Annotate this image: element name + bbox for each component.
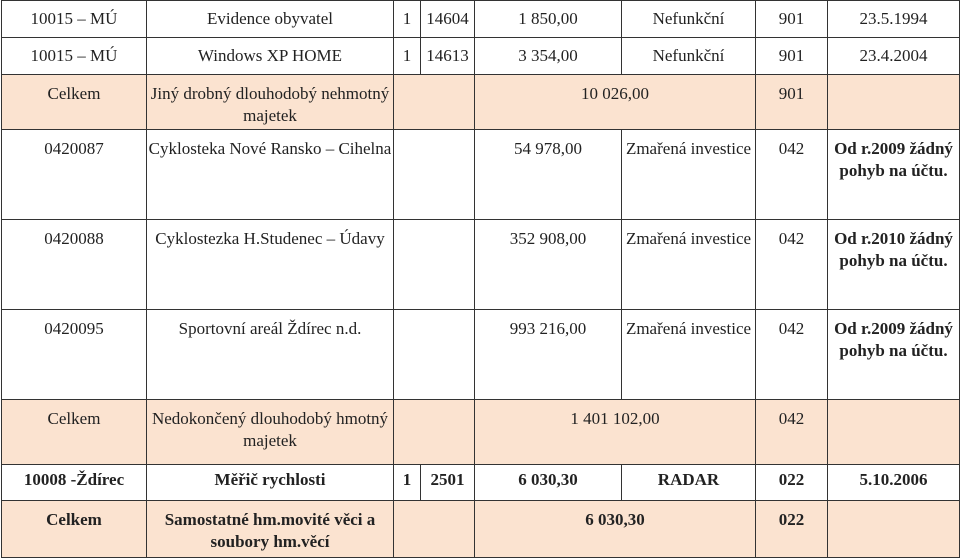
amount-cell: 6 030,30 [474, 464, 622, 501]
table-row: 0420095 Sportovní areál Ždírec n.d. 993 … [1, 309, 960, 400]
empty-cell [393, 74, 475, 130]
item-name-cell: Sportovní areál Ždírec n.d. [146, 309, 394, 400]
status-cell: Nefunkční [621, 0, 756, 38]
status-cell: Zmařená investice [621, 129, 756, 220]
total-description-cell: Samostatné hm.movité věci a soubory hm.v… [146, 500, 394, 558]
account-cell: 022 [755, 464, 828, 501]
total-account-cell: 022 [755, 500, 828, 558]
amount-cell: 54 978,00 [474, 129, 622, 220]
inventory-unit-cell: 10015 – MÚ [1, 37, 147, 75]
table-row: 10015 – MÚ Windows XP HOME 1 14613 3 354… [1, 37, 960, 75]
inventory-number-cell: 14613 [420, 37, 475, 75]
account-cell: 042 [755, 309, 828, 400]
account-cell: 901 [755, 0, 828, 38]
total-row: Celkem Jiný drobný dlouhodobý nehmotný m… [1, 74, 960, 130]
table-row: 10008 -Ždírec Měřič rychlosti 1 2501 6 0… [1, 464, 960, 501]
total-label-cell: Celkem [1, 500, 147, 558]
empty-cell [393, 500, 475, 558]
total-row: Celkem Nedokončený dlouhodobý hmotný maj… [1, 399, 960, 465]
total-amount-cell: 6 030,30 [474, 500, 756, 558]
account-number-cell: 0420087 [1, 129, 147, 220]
account-number-cell: 0420088 [1, 219, 147, 310]
table-row: 10015 – MÚ Evidence obyvatel 1 14604 1 8… [1, 0, 960, 38]
status-cell: Nefunkční [621, 37, 756, 75]
item-name-cell: Cyklostezka H.Studenec – Údavy [146, 219, 394, 310]
status-cell: Zmařená investice [621, 219, 756, 310]
account-cell: 042 [755, 129, 828, 220]
item-name-cell: Cyklosteka Nové Ransko – Cihelna [146, 129, 394, 220]
status-cell: RADAR [621, 464, 756, 501]
inventory-unit-cell: 10008 -Ždírec [1, 464, 147, 501]
inventory-number-cell: 2501 [420, 464, 475, 501]
item-name-cell: Měřič rychlosti [146, 464, 394, 501]
item-name-cell: Evidence obyvatel [146, 0, 394, 38]
quantity-cell: 1 [393, 0, 421, 38]
total-description-cell: Nedokončený dlouhodobý hmotný majetek [146, 399, 394, 465]
total-amount-cell: 10 026,00 [474, 74, 756, 130]
account-cell: 042 [755, 219, 828, 310]
date-cell: 5.10.2006 [827, 464, 960, 501]
quantity-cell: 1 [393, 37, 421, 75]
status-cell: Zmařená investice [621, 309, 756, 400]
amount-cell: 352 908,00 [474, 219, 622, 310]
note-cell: Od r.2010 žádný pohyb na účtu. [827, 219, 960, 310]
account-cell: 901 [755, 37, 828, 75]
inventory-unit-cell: 10015 – MÚ [1, 0, 147, 38]
amount-cell: 993 216,00 [474, 309, 622, 400]
empty-cell [393, 129, 475, 220]
empty-cell [827, 500, 960, 558]
inventory-number-cell: 14604 [420, 0, 475, 38]
date-cell: 23.5.1994 [827, 0, 960, 38]
total-description-cell: Jiný drobný dlouhodobý nehmotný majetek [146, 74, 394, 130]
quantity-cell: 1 [393, 464, 421, 501]
amount-cell: 1 850,00 [474, 0, 622, 38]
total-label-cell: Celkem [1, 74, 147, 130]
note-cell: Od r.2009 žádný pohyb na účtu. [827, 129, 960, 220]
total-account-cell: 042 [755, 399, 828, 465]
table-row: 0420087 Cyklosteka Nové Ransko – Cihelna… [1, 129, 960, 220]
empty-cell [827, 74, 960, 130]
table-row: 0420088 Cyklostezka H.Studenec – Údavy 3… [1, 219, 960, 310]
note-cell: Od r.2009 žádný pohyb na účtu. [827, 309, 960, 400]
empty-cell [393, 219, 475, 310]
item-name-cell: Windows XP HOME [146, 37, 394, 75]
total-amount-cell: 1 401 102,00 [474, 399, 756, 465]
empty-cell [827, 399, 960, 465]
amount-cell: 3 354,00 [474, 37, 622, 75]
empty-cell [393, 399, 475, 465]
empty-cell [393, 309, 475, 400]
total-label-cell: Celkem [1, 399, 147, 465]
total-row: Celkem Samostatné hm.movité věci a soubo… [1, 500, 960, 558]
date-cell: 23.4.2004 [827, 37, 960, 75]
account-number-cell: 0420095 [1, 309, 147, 400]
total-account-cell: 901 [755, 74, 828, 130]
